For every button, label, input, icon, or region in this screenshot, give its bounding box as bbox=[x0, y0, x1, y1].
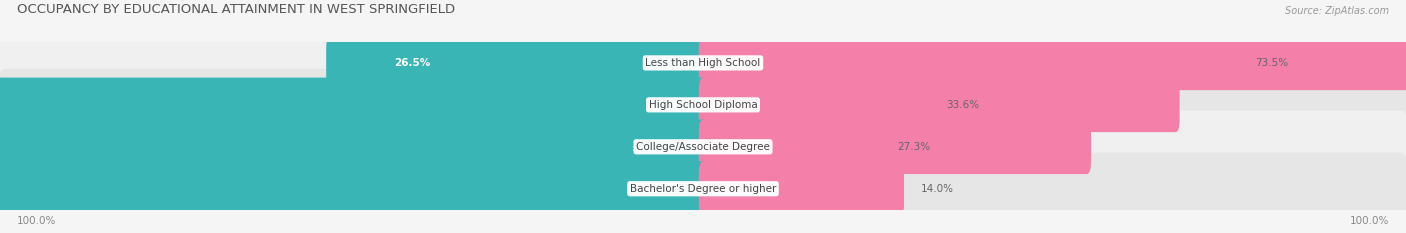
FancyBboxPatch shape bbox=[0, 120, 707, 174]
FancyBboxPatch shape bbox=[326, 36, 707, 90]
Text: 26.5%: 26.5% bbox=[394, 58, 430, 68]
FancyBboxPatch shape bbox=[0, 69, 1406, 141]
Text: 73.5%: 73.5% bbox=[1254, 58, 1288, 68]
FancyBboxPatch shape bbox=[0, 153, 1406, 225]
FancyBboxPatch shape bbox=[0, 161, 707, 216]
FancyBboxPatch shape bbox=[699, 36, 1406, 90]
FancyBboxPatch shape bbox=[0, 27, 1406, 99]
Text: 33.6%: 33.6% bbox=[946, 100, 980, 110]
Text: College/Associate Degree: College/Associate Degree bbox=[636, 142, 770, 152]
FancyBboxPatch shape bbox=[699, 161, 904, 216]
Text: High School Diploma: High School Diploma bbox=[648, 100, 758, 110]
FancyBboxPatch shape bbox=[0, 78, 707, 132]
Text: 27.3%: 27.3% bbox=[897, 142, 931, 152]
Text: OCCUPANCY BY EDUCATIONAL ATTAINMENT IN WEST SPRINGFIELD: OCCUPANCY BY EDUCATIONAL ATTAINMENT IN W… bbox=[17, 3, 456, 16]
Text: 14.0%: 14.0% bbox=[921, 184, 953, 194]
Text: Less than High School: Less than High School bbox=[645, 58, 761, 68]
Text: 100.0%: 100.0% bbox=[1350, 216, 1389, 226]
FancyBboxPatch shape bbox=[699, 78, 1180, 132]
Text: 100.0%: 100.0% bbox=[17, 216, 56, 226]
FancyBboxPatch shape bbox=[699, 120, 1091, 174]
Text: Source: ZipAtlas.com: Source: ZipAtlas.com bbox=[1285, 6, 1389, 16]
Text: Bachelor's Degree or higher: Bachelor's Degree or higher bbox=[630, 184, 776, 194]
FancyBboxPatch shape bbox=[0, 111, 1406, 183]
